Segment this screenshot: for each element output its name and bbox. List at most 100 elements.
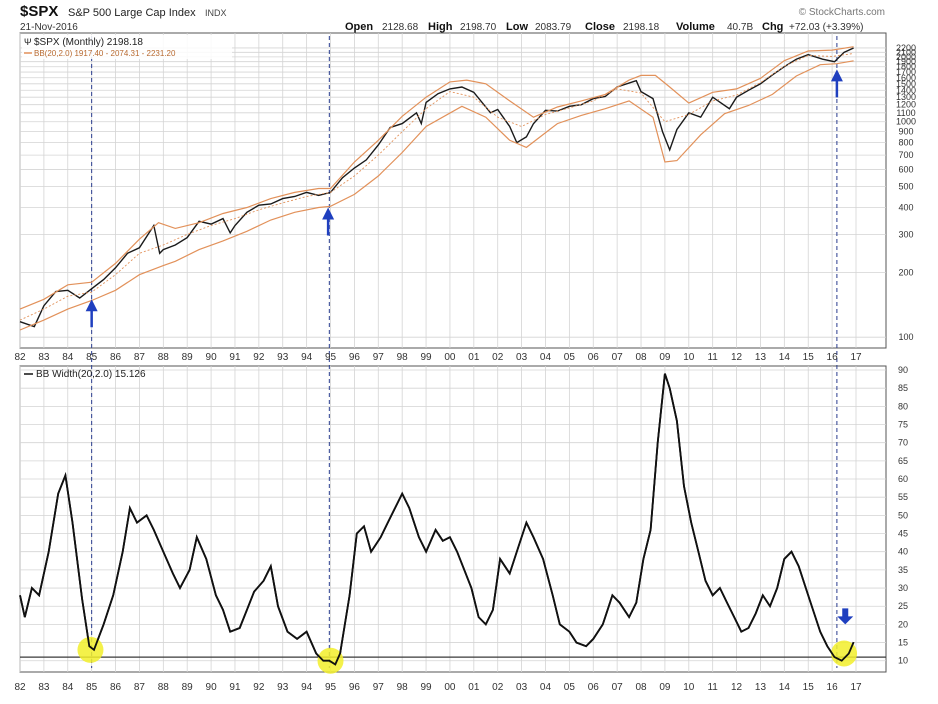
down-arrow-head	[837, 616, 854, 625]
highlight-circle	[831, 640, 858, 667]
price-x-tick-labels: 82 83 84 85 86 87 88 89 90 91 92 93 94 95 96 97 98 99 00 01…	[14, 352, 862, 363]
price-x-tick-label: 03	[516, 352, 528, 363]
bbw-y-tick-label: 15	[898, 638, 908, 648]
price-x-tick-label: 98	[397, 352, 409, 363]
low-value: 2083.79	[535, 22, 572, 33]
chg-label: Chg	[762, 21, 783, 33]
price-y-tick-label: 700	[898, 150, 913, 160]
price-y-tick-label: 100	[898, 332, 913, 342]
price-legend-label: $SPX (Monthly) 2198.18	[34, 37, 143, 48]
bbw-x-tick-label: 04	[540, 682, 552, 693]
bbw-x-tick-label: 91	[229, 682, 241, 693]
series-bb-width-overlay	[19, 373, 855, 666]
price-x-tick-label: 88	[158, 352, 170, 363]
bbw-y-tick-labels: 10 15 20 25 30 35 40 45 50 55 60 65 70 75 80 85 90	[898, 365, 908, 666]
price-x-tick-label: 07	[612, 352, 624, 363]
price-y-tick-label: 400	[898, 202, 913, 212]
bbw-y-tick-label: 65	[898, 456, 908, 466]
bbw-x-tick-label: 87	[134, 682, 146, 693]
bbw-y-tick-label: 30	[898, 583, 908, 593]
index-name: S&P 500 Large Cap Index	[68, 7, 196, 19]
bbw-y-tick-label: 35	[898, 565, 908, 575]
price-y-tick-label: 1500	[896, 79, 916, 89]
signal-vlines	[91, 36, 838, 668]
bbw-y-tick-label: 90	[898, 365, 908, 375]
series-bb-lower	[19, 60, 854, 331]
bbw-x-tick-label: 97	[373, 682, 385, 693]
series-spx	[19, 47, 854, 328]
price-y-tick-label: 200	[898, 267, 913, 277]
price-x-tick-label: 93	[277, 352, 289, 363]
price-x-tick-label: 84	[62, 352, 74, 363]
volume-label: Volume	[676, 21, 715, 33]
price-x-tick-label: 99	[420, 352, 432, 363]
price-x-tick-label: 15	[803, 352, 815, 363]
bbw-y-tick-label: 75	[898, 420, 908, 430]
bbw-x-tick-label: 00	[444, 682, 456, 693]
bbw-x-tick-label: 01	[468, 682, 480, 693]
price-x-tick-label: 96	[349, 352, 361, 363]
bbw-x-tick-label: 12	[731, 682, 743, 693]
bbw-x-tick-label: 90	[206, 682, 218, 693]
price-series-group	[19, 46, 854, 331]
annotations-group	[19, 69, 858, 674]
bbw-panel-frame	[19, 365, 887, 673]
symbol: $SPX	[20, 3, 58, 20]
price-x-tick-label: 16	[827, 352, 839, 363]
price-y-tick-label: 1200	[896, 100, 916, 110]
price-x-tick-label: 89	[182, 352, 194, 363]
bbw-y-tick-label: 80	[898, 401, 908, 411]
bbw-y-tick-label: 55	[898, 492, 908, 502]
price-x-tick-label: 05	[564, 352, 576, 363]
price-x-tick-label: 06	[588, 352, 600, 363]
bbw-x-tick-label: 96	[349, 682, 361, 693]
price-y-tick-labels: 1002003004005006007008009001000110012001…	[896, 43, 916, 342]
price-x-tick-label: 90	[206, 352, 218, 363]
chart-date: 21-Nov-2016	[20, 22, 78, 33]
bbw-x-tick-label: 02	[492, 682, 504, 693]
bbw-y-tick-label: 40	[898, 547, 908, 557]
price-x-tick-label: 94	[301, 352, 313, 363]
bbw-x-tick-label: 13	[755, 682, 767, 693]
price-x-tick-label: 14	[779, 352, 791, 363]
bbw-x-tick-label: 15	[803, 682, 815, 693]
price-y-tick-label: 900	[898, 127, 913, 137]
price-x-tick-label: 10	[683, 352, 695, 363]
bbw-y-tick-label: 45	[898, 529, 908, 539]
price-y-tick-label: 1600	[896, 73, 916, 83]
open-label: Open	[345, 21, 373, 33]
price-legend-bg	[22, 35, 232, 59]
bbw-y-tick-label: 50	[898, 510, 908, 520]
bbw-legend-label: BB Width(20,2.0) 15.126	[36, 369, 146, 380]
bbw-grid	[19, 366, 886, 672]
down-arrow-shaft	[842, 608, 849, 618]
price-x-tick-label: 82	[14, 352, 26, 363]
bbw-x-tick-label: 17	[850, 682, 862, 693]
close-value: 2198.18	[623, 22, 660, 33]
bbw-legend: BB Width(20,2.0) 15.126	[24, 369, 146, 380]
bbw-x-tick-label: 92	[253, 682, 265, 693]
price-legend: Ψ $SPX (Monthly) 2198.18 BB(20,2.0) 1917…	[22, 35, 232, 59]
up-arrow-head	[85, 299, 98, 312]
bbw-x-tick-label: 03	[516, 682, 528, 693]
price-y-tick-label: 2100	[896, 47, 916, 57]
price-x-tick-label: 00	[444, 352, 456, 363]
bbw-x-tick-label: 85	[86, 682, 98, 693]
up-arrow-head	[322, 207, 335, 220]
price-y-tick-label: 800	[898, 138, 913, 148]
chg-value: +72.03 (+3.39%)	[789, 22, 864, 33]
price-x-tick-label: 97	[373, 352, 385, 363]
price-y-tick-label: 2000	[896, 52, 916, 62]
bbw-x-tick-label: 99	[420, 682, 432, 693]
bbw-y-tick-label: 70	[898, 438, 908, 448]
high-label: High	[428, 21, 453, 33]
price-y-tick-label: 500	[898, 182, 913, 192]
price-x-tick-label: 92	[253, 352, 265, 363]
bbw-x-tick-label: 98	[397, 682, 409, 693]
close-label: Close	[585, 21, 615, 33]
high-value: 2198.70	[460, 22, 497, 33]
price-y-tick-label: 1300	[896, 92, 916, 102]
price-x-tick-label: 87	[134, 352, 146, 363]
bbw-y-tick-label: 25	[898, 601, 908, 611]
